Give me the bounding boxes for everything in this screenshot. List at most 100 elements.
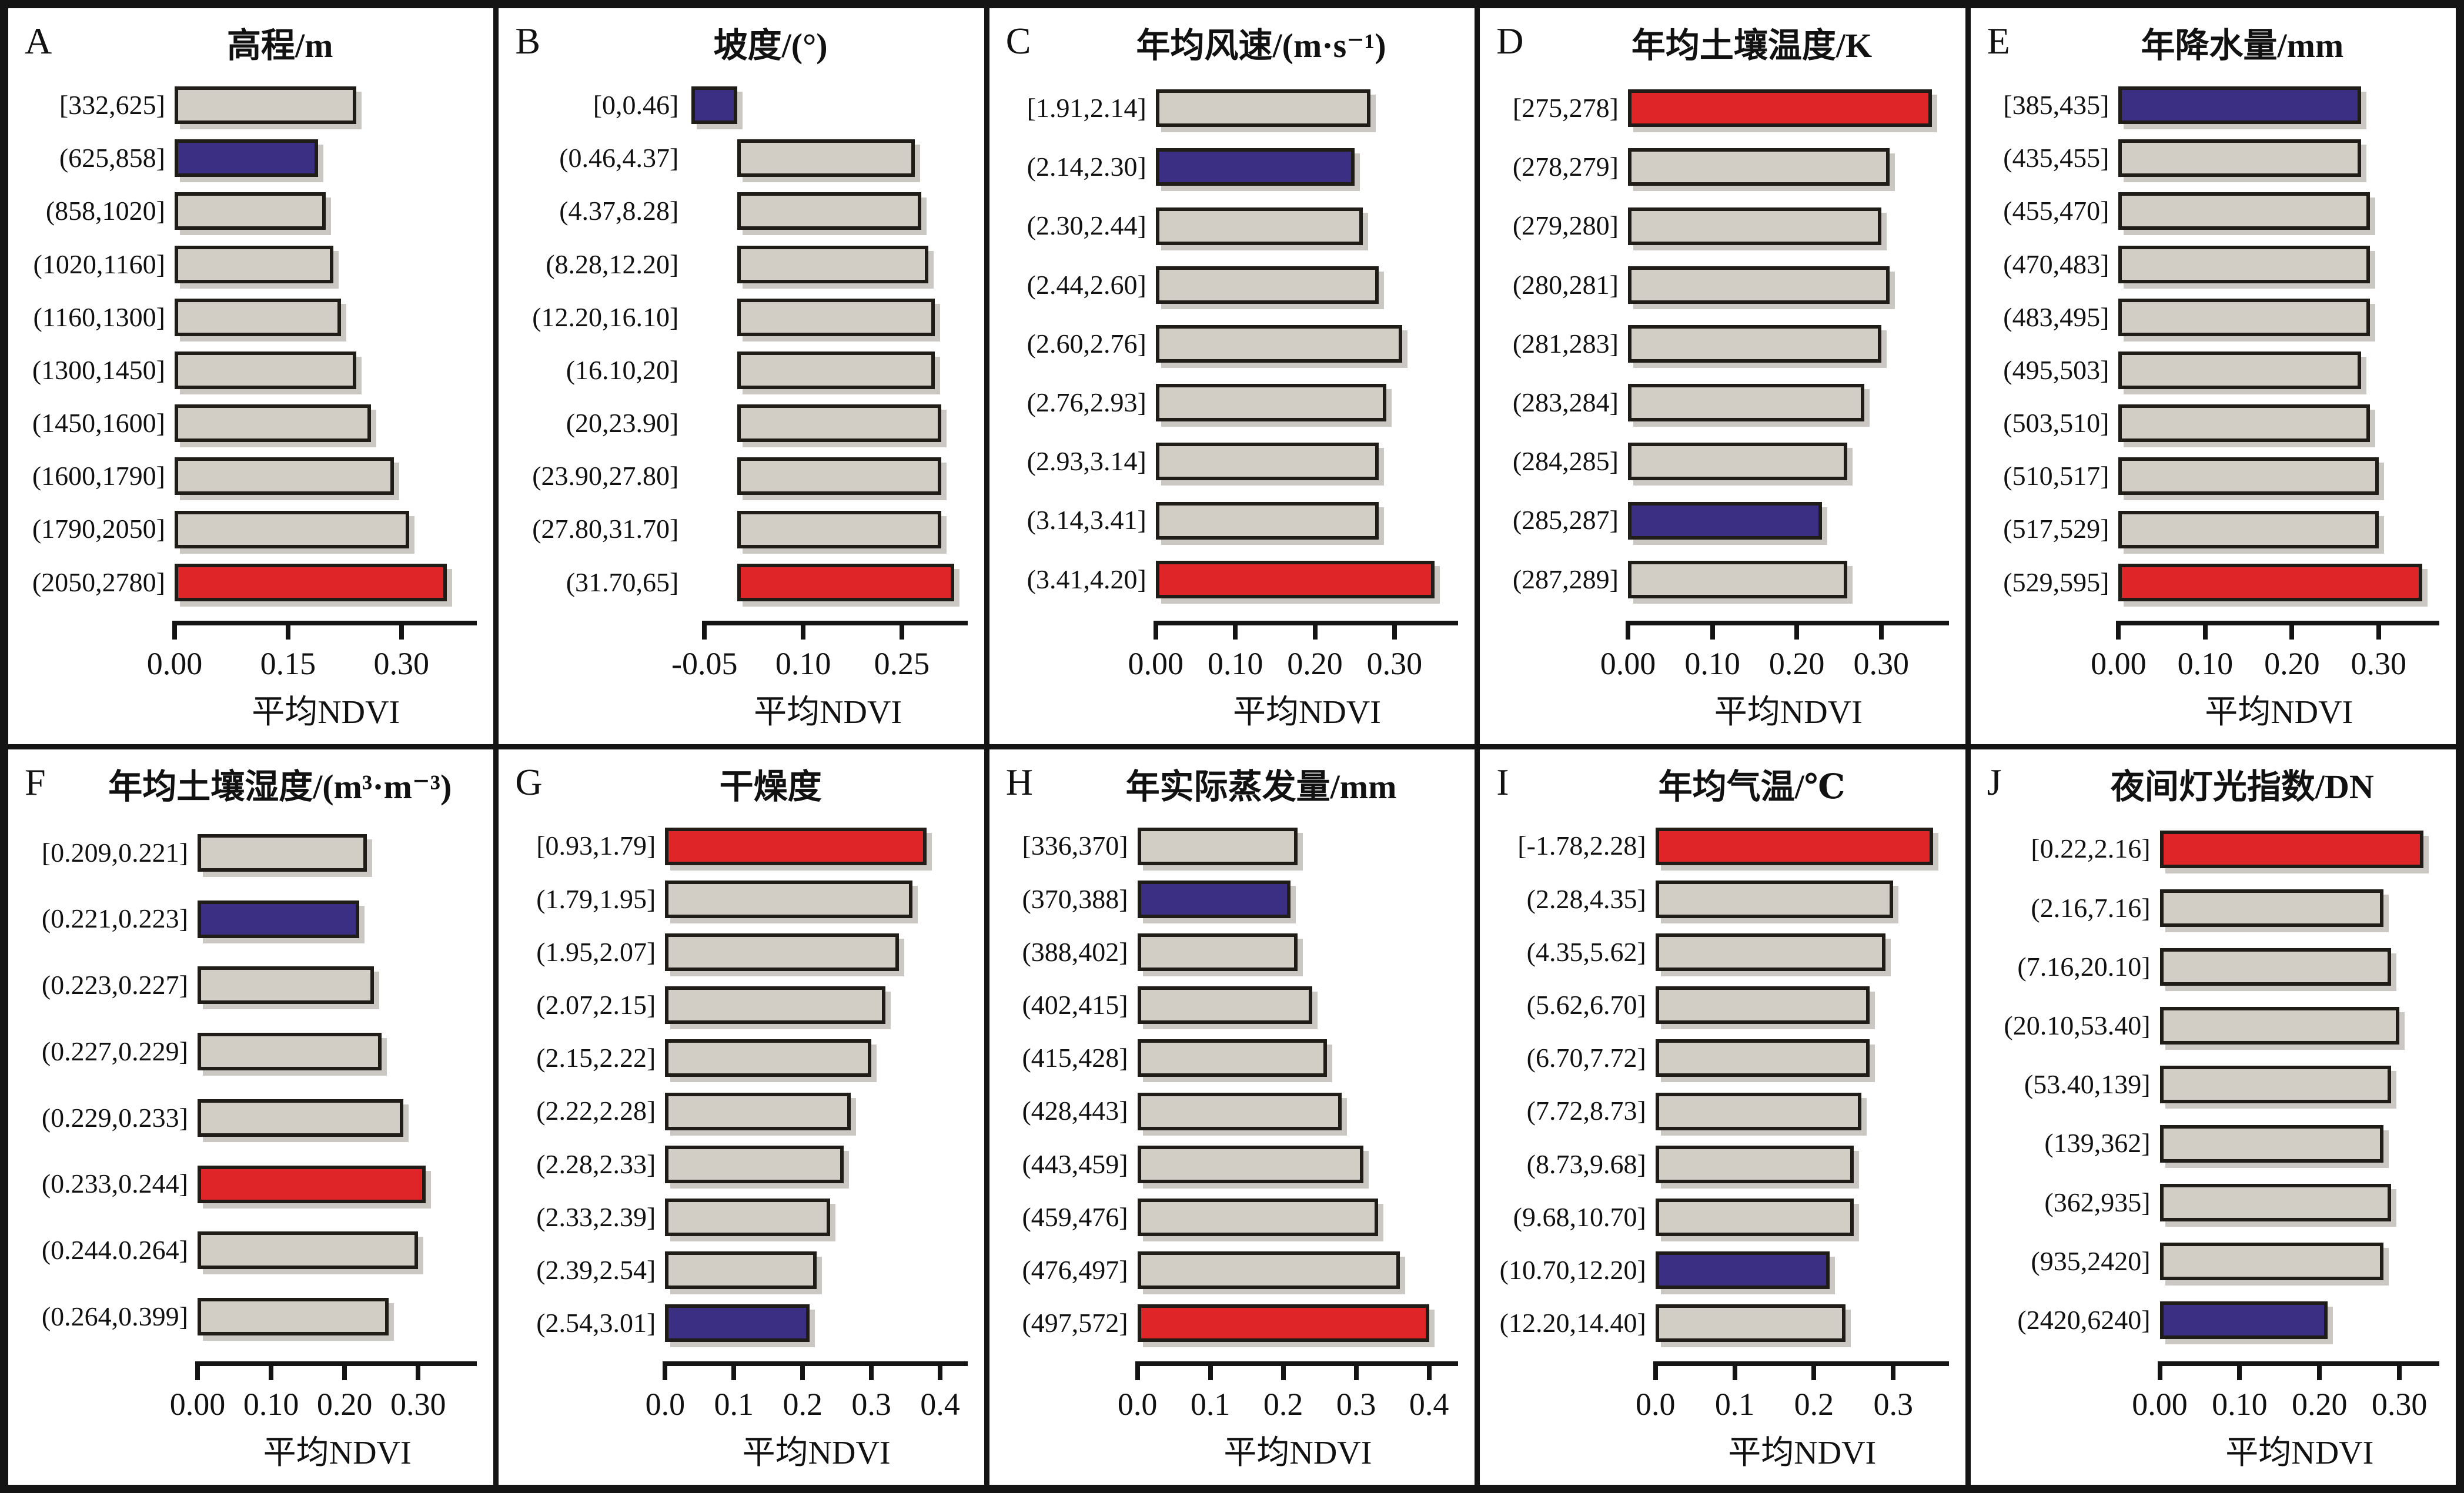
category-row: (0.229,0.233] bbox=[19, 1099, 477, 1137]
category-label: [332,625] bbox=[59, 89, 165, 120]
x-axis-tick-label: 0.30 bbox=[390, 1387, 446, 1422]
category-label: (0.227,0.229] bbox=[41, 1036, 188, 1066]
x-axis-rule bbox=[1137, 1361, 1459, 1367]
bar-track bbox=[1155, 324, 1458, 363]
x-axis-tick bbox=[1878, 620, 1884, 640]
bar-track bbox=[197, 1231, 477, 1270]
x-axis-tick-labels: 0.0 0.1 0.2 0.3 bbox=[1636, 1388, 1949, 1427]
x-axis-tick-label: 0.3 bbox=[1336, 1387, 1376, 1422]
bar bbox=[2118, 510, 2379, 548]
x-axis-tick bbox=[1891, 1361, 1896, 1381]
bar bbox=[665, 933, 899, 971]
category-label: (1020,1160] bbox=[33, 249, 165, 279]
category-row: (27.80,31.70] bbox=[509, 510, 967, 548]
bar-track bbox=[1137, 880, 1459, 918]
panel-header: A 高程/m bbox=[19, 16, 477, 75]
category-label: (2050,2780] bbox=[32, 567, 165, 597]
category-label: (2.39,2.54] bbox=[536, 1254, 656, 1285]
category-label: (285,287] bbox=[1512, 505, 1619, 535]
x-axis-tick bbox=[869, 1361, 874, 1381]
x-axis-tick bbox=[342, 1361, 347, 1381]
bar-track bbox=[688, 298, 967, 336]
category-row: (362,935] bbox=[1981, 1183, 2439, 1221]
x-axis-tick bbox=[800, 1361, 805, 1381]
category-label: (435,455] bbox=[2003, 143, 2109, 173]
panel-letter: E bbox=[1987, 20, 2010, 62]
bar-track bbox=[1155, 89, 1458, 128]
category-row: (8.73,9.68] bbox=[1490, 1145, 1948, 1183]
category-label: (2.30,2.44] bbox=[1027, 210, 1146, 241]
bar bbox=[737, 352, 935, 390]
panel-I: I 年均气温/℃ [-1.78,2.28] (2.28,4.35] (4.35,5.62… bbox=[1480, 749, 1965, 1485]
x-axis: 0.00 0.15 0.30 平均NDVI bbox=[147, 620, 477, 731]
bar bbox=[197, 1165, 426, 1203]
x-axis-tick-label: 0.00 bbox=[146, 645, 203, 681]
category-row: (470,483] bbox=[1981, 245, 2439, 283]
category-rows: [0.22,2.16] (2.16,7.16] (7.16,20.10] (20.10… bbox=[1981, 816, 2439, 1356]
category-label: (2.15,2.22] bbox=[536, 1043, 656, 1073]
category-label: (27.80,31.70] bbox=[532, 514, 679, 544]
panel-letter: B bbox=[515, 20, 541, 62]
bar-track bbox=[174, 457, 477, 496]
bar-track bbox=[174, 510, 477, 548]
category-row: (1020,1160] bbox=[19, 245, 477, 283]
bar bbox=[665, 880, 913, 918]
category-row: (5.62,6.70] bbox=[1490, 986, 1948, 1025]
x-axis-tick bbox=[1153, 620, 1158, 640]
bar-track bbox=[1155, 148, 1458, 186]
x-axis-tick-label: 0.15 bbox=[260, 645, 316, 681]
bar-track bbox=[197, 966, 477, 1005]
category-label: (529,595] bbox=[2003, 567, 2109, 597]
x-axis-tick-label: -0.05 bbox=[671, 645, 738, 681]
bar bbox=[197, 966, 375, 1005]
category-row: (2.30,2.44] bbox=[1000, 207, 1458, 245]
category-row: (455,470] bbox=[1981, 192, 2439, 230]
x-axis-rule bbox=[197, 1361, 477, 1367]
category-row: (476,497] bbox=[1000, 1251, 1458, 1290]
category-row: (2.60,2.76] bbox=[1000, 324, 1458, 363]
category-row: (6.70,7.72] bbox=[1490, 1039, 1948, 1077]
category-row: (2.76,2.93] bbox=[1000, 384, 1458, 422]
bar bbox=[737, 563, 955, 601]
bar bbox=[1655, 880, 1894, 918]
x-axis-tick bbox=[1135, 1361, 1140, 1381]
panel-title: 夜间灯光指数/DN bbox=[2110, 767, 2374, 806]
category-label: (0.264,0.399] bbox=[41, 1301, 188, 1331]
bar-track bbox=[665, 1304, 967, 1343]
bar bbox=[2118, 563, 2422, 601]
x-axis-tick-label: 0.10 bbox=[1207, 645, 1263, 681]
category-label: (503,510] bbox=[2003, 408, 2109, 438]
category-row: (2.15,2.22] bbox=[509, 1039, 967, 1077]
category-row: (1160,1300] bbox=[19, 298, 477, 336]
bar bbox=[2159, 1124, 2383, 1163]
bar bbox=[1137, 1092, 1342, 1130]
category-row: (517,529] bbox=[1981, 510, 2439, 548]
bar bbox=[197, 833, 367, 872]
category-label: (1300,1450] bbox=[32, 354, 165, 385]
bar bbox=[1655, 933, 1885, 971]
bar-track bbox=[1155, 384, 1458, 422]
category-row: [-1.78,2.28] bbox=[1490, 827, 1948, 865]
x-axis-tick-label: 0.0 bbox=[645, 1387, 686, 1422]
bar-track bbox=[1155, 501, 1458, 540]
x-axis: 0.00 0.10 0.20 0.30 平均NDVI bbox=[1128, 620, 1459, 731]
bar-track bbox=[688, 192, 967, 230]
category-label: [385,435] bbox=[2003, 89, 2109, 120]
x-axis-line bbox=[1626, 620, 1949, 641]
x-axis-tick bbox=[2289, 620, 2295, 640]
bar-track bbox=[2118, 298, 2439, 336]
panel-title: 高程/m bbox=[227, 26, 333, 65]
category-label: (281,283] bbox=[1512, 328, 1619, 359]
bar-track bbox=[688, 510, 967, 548]
bar-track bbox=[1655, 1039, 1949, 1077]
bar bbox=[737, 457, 942, 496]
category-label: (16.10,20] bbox=[566, 354, 679, 385]
category-label: (0.233,0.244] bbox=[41, 1169, 188, 1199]
bar-track bbox=[1655, 1304, 1949, 1343]
bar bbox=[1655, 827, 1933, 865]
panel-header: B 坡度/(°) bbox=[509, 16, 967, 75]
category-label: (20,23.90] bbox=[566, 408, 679, 438]
category-label: (2.60,2.76] bbox=[1027, 328, 1146, 359]
bar bbox=[665, 1145, 844, 1183]
x-axis: -0.05 0.10 0.25 平均NDVI bbox=[671, 620, 968, 731]
